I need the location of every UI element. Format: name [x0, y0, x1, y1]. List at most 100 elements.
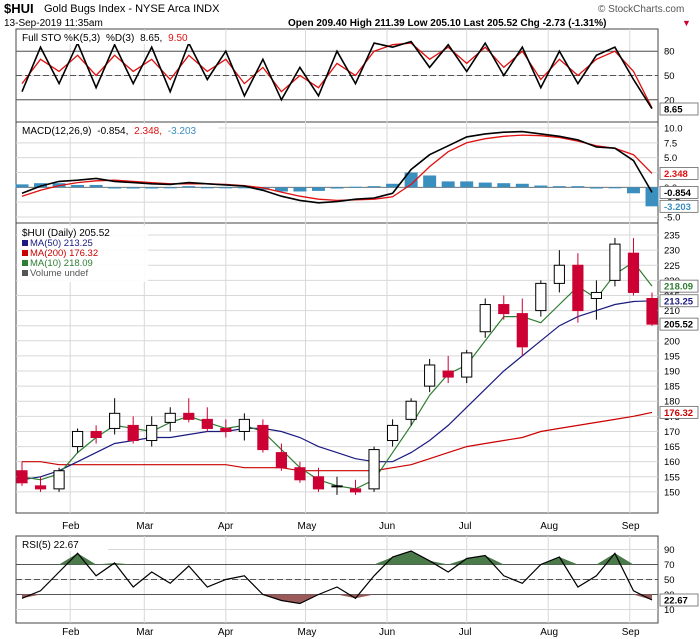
price-y-tick-label: 150 — [664, 487, 680, 498]
date-label: 13-Sep-2019 11:35am — [4, 18, 103, 29]
symbol-label: $HUI — [4, 1, 34, 16]
sto-title-kval: 8.65, — [140, 33, 162, 44]
candle-body — [109, 412, 121, 429]
rsi-y-tick-label: 70 — [664, 560, 675, 571]
ma50-last-label: 213.25 — [664, 296, 694, 307]
macd-histogram-bar — [330, 187, 344, 189]
candle-body — [146, 424, 158, 442]
macd-histogram-bar — [349, 186, 363, 188]
sto-y-tick-label: 20 — [664, 95, 675, 106]
sto-y-tick-label: 80 — [664, 47, 675, 58]
rsi-line — [21, 550, 653, 605]
index-name: Gold Bugs Index - NYSE Arca INDX — [44, 3, 220, 15]
close-last-label: 205.52 — [664, 320, 693, 331]
price-legend: $HUI (Daily) 205.52 MA(50) 213.25MA(200)… — [18, 226, 148, 282]
x-tick-label-top: Mar — [136, 521, 154, 532]
candle-body — [16, 470, 28, 484]
candle-body — [627, 252, 640, 293]
x-tick-label-top: Aug — [540, 521, 558, 532]
legend-swatch — [22, 260, 28, 266]
price-y-tick-label: 210 — [664, 306, 680, 317]
candle-body — [275, 452, 288, 469]
candle-body — [646, 298, 658, 325]
candle-body — [609, 243, 621, 281]
macd-histogram-bar — [552, 186, 566, 188]
macd-title: MACD(12,26,9) -0.854, 2.348, -3.203 — [18, 124, 218, 137]
legend-swatch — [22, 240, 28, 246]
price-y-tick-label: 195 — [664, 351, 680, 362]
x-tick-label-bottom: Aug — [540, 627, 558, 638]
ma10-last-label: 218.09 — [664, 282, 693, 293]
macd-histogram-bar — [608, 187, 622, 189]
macd-histogram-bar — [589, 187, 603, 189]
candle-body — [201, 418, 213, 429]
macd-histogram-bar — [274, 187, 288, 192]
macd-signal-last-label: 2.348 — [664, 169, 688, 180]
candle-body — [461, 352, 473, 378]
candle-body — [424, 364, 436, 387]
sto-last-label-box — [659, 102, 699, 116]
sto-layer — [21, 40, 653, 110]
candle-body — [442, 370, 454, 378]
candle-body — [590, 291, 603, 299]
sto-title-k: Full STO %K(5,3) — [22, 33, 100, 44]
macd-histogram-bar — [108, 187, 122, 189]
macd-last-label: -0.854 — [664, 188, 692, 199]
macd-title-hist: -3.203 — [168, 126, 197, 137]
macd-histogram-bar — [460, 181, 474, 188]
rsi-last-label: 22.67 — [664, 595, 688, 606]
macd-histogram-bar — [182, 186, 196, 188]
price-y-tick-label: 225 — [664, 261, 680, 272]
legend-label: Volume undef — [30, 268, 88, 279]
x-tick-label-bottom: Feb — [62, 627, 80, 638]
price-y-tick-label: 185 — [664, 382, 680, 393]
rsi-y-tick-label: 50 — [664, 575, 675, 586]
sto-title-dval: 9.50 — [168, 33, 188, 44]
ma200-line — [22, 411, 653, 472]
price-title: $HUI (Daily) 205.52 — [22, 228, 110, 239]
macd-histogram-bar — [34, 183, 48, 188]
x-tick-label-bottom: May — [298, 627, 317, 638]
last-value-labels: 8.65 2.348 -0.854 -3.203 218.09 213.25 205.52 1… — [659, 102, 699, 607]
macd-y-tick-label: -5.0 — [664, 213, 680, 224]
down-arrow-icon: ▼ — [682, 18, 691, 28]
macd-hist-last-label: -3.203 — [664, 202, 691, 213]
candle-body — [498, 304, 510, 315]
x-tick-label-top: May — [298, 521, 317, 532]
candle-body — [331, 485, 343, 488]
macd-histogram-bar — [219, 187, 233, 189]
candle-body — [349, 488, 362, 493]
sto-last-label: 8.65 — [664, 104, 683, 115]
candle-body — [535, 282, 547, 312]
macd-y-tick-label: 5.0 — [664, 153, 677, 164]
copyright: © StockCharts.com — [598, 4, 684, 15]
rsi-title: RSI(5) 22.67 — [18, 538, 108, 551]
candle-body — [71, 430, 84, 448]
price-y-tick-label: 160 — [664, 457, 680, 468]
legend-swatch — [22, 250, 28, 256]
macd-histogram-bar — [89, 184, 103, 188]
x-tick-label-top: Feb — [62, 521, 80, 532]
x-tick-label-bottom: Jul — [459, 627, 472, 638]
price-y-tick-label: 230 — [664, 246, 680, 257]
macd-histogram-bar — [478, 182, 492, 188]
legend-label: MA(10) 218.09 — [30, 258, 93, 269]
macd-last-label-box — [659, 186, 699, 199]
candle-body — [183, 412, 195, 420]
legend-label: MA(200) 176.32 — [30, 248, 98, 259]
macd-histogram-bar — [441, 181, 455, 188]
rsi-y-tick-label: 90 — [664, 545, 675, 556]
macd-histogram-bar — [645, 187, 659, 207]
macd-signal-line — [21, 134, 653, 202]
candle-body — [479, 304, 491, 333]
x-tick-label-top: Sep — [622, 521, 640, 532]
ma200-last-label-box — [659, 405, 699, 419]
rsi-last-label-box — [659, 593, 699, 607]
candle-body — [572, 264, 584, 312]
x-tick-label-bottom: Apr — [218, 627, 234, 638]
macd-histogram-bar — [145, 187, 159, 189]
price-y-tick-label: 180 — [664, 397, 680, 408]
macd-title-macd: -0.854, — [97, 126, 128, 137]
macd-y-tick-label: 7.5 — [664, 138, 677, 149]
macd-histogram-bar — [423, 175, 437, 188]
